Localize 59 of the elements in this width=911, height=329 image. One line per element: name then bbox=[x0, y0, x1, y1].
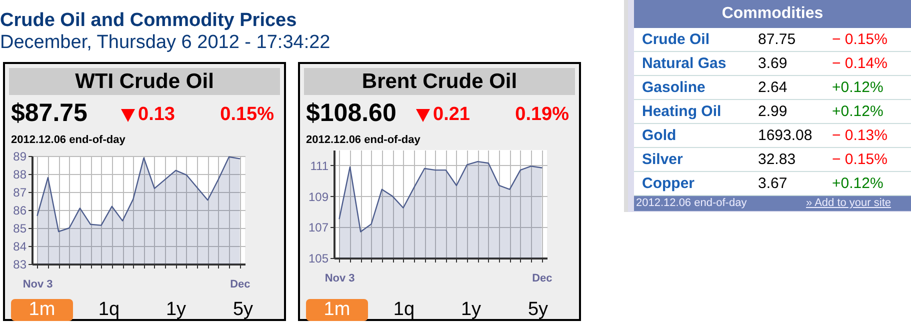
text: 5y bbox=[526, 299, 550, 321]
y-tick-label: 111 bbox=[310, 158, 329, 173]
text: − 0.15% bbox=[832, 30, 888, 50]
x-tick-label: Nov 3 bbox=[324, 272, 355, 284]
text: +0.12% bbox=[832, 102, 884, 122]
text: 1y bbox=[164, 299, 188, 321]
y-tick-label: 86 bbox=[13, 204, 27, 218]
text: 2.64 bbox=[758, 78, 788, 98]
y-tick-label: 87 bbox=[13, 186, 27, 200]
text: 1y bbox=[460, 299, 482, 321]
text: 2012.12.06 end-of-day bbox=[636, 196, 747, 211]
text: Commodities bbox=[634, 0, 911, 28]
text: +0.12% bbox=[832, 174, 884, 194]
text: » Add to your site bbox=[806, 196, 891, 211]
text: 0.13 bbox=[138, 104, 175, 126]
y-tick-label: 109 bbox=[308, 190, 329, 204]
text: 0.15% bbox=[220, 104, 274, 126]
text: 0.21 bbox=[433, 104, 470, 126]
text: 0.19% bbox=[515, 104, 569, 126]
text: December, Thursday 6 2012 - 17:34:22 bbox=[0, 32, 330, 54]
y-tick-label: 85 bbox=[13, 222, 27, 236]
y-tick-label: 105 bbox=[308, 252, 329, 266]
text: 2012.12.06 end-of-day bbox=[11, 134, 126, 146]
text: 1693.08 bbox=[758, 126, 812, 146]
text: 1q bbox=[392, 299, 416, 321]
x-tick-label: Nov 3 bbox=[22, 278, 53, 290]
x-tick-label: Dec bbox=[532, 272, 552, 284]
y-tick-label: 83 bbox=[13, 258, 27, 272]
text: 87.75 bbox=[758, 30, 796, 50]
text: 32.83 bbox=[758, 150, 796, 170]
text: − 0.13% bbox=[832, 126, 888, 146]
y-tick-label: 84 bbox=[13, 240, 27, 254]
text: 2.99 bbox=[758, 102, 788, 122]
text: Copper bbox=[642, 174, 694, 194]
y-tick-label: 89 bbox=[13, 150, 27, 164]
chart-title: WTI Crude Oil bbox=[9, 68, 280, 95]
text: 1q bbox=[97, 299, 121, 321]
text: 3.69 bbox=[758, 54, 788, 74]
text: Crude Oil and Commodity Prices bbox=[0, 10, 298, 32]
chart-title: Brent Crude Oil bbox=[304, 68, 575, 95]
y-tick-label: 88 bbox=[13, 168, 27, 182]
text: 2012.12.06 end-of-day bbox=[306, 134, 420, 146]
text: 5y bbox=[232, 299, 254, 321]
text: 3.67 bbox=[758, 174, 788, 194]
y-tick-label: 107 bbox=[308, 220, 329, 235]
text: Gold bbox=[642, 126, 676, 146]
text: 1m bbox=[306, 299, 368, 321]
text: − 0.14% bbox=[832, 54, 888, 74]
text: − 0.15% bbox=[832, 150, 888, 170]
text: Gasoline bbox=[642, 78, 706, 98]
text: $87.75 bbox=[11, 99, 88, 128]
x-tick-label: Dec bbox=[230, 278, 250, 290]
text: +0.12% bbox=[832, 78, 884, 98]
text: $108.60 bbox=[306, 99, 396, 128]
text: Crude Oil bbox=[642, 30, 710, 50]
text: Silver bbox=[642, 150, 683, 170]
text: Natural Gas bbox=[642, 54, 726, 74]
text: Heating Oil bbox=[642, 102, 722, 122]
text: 1m bbox=[11, 299, 73, 321]
